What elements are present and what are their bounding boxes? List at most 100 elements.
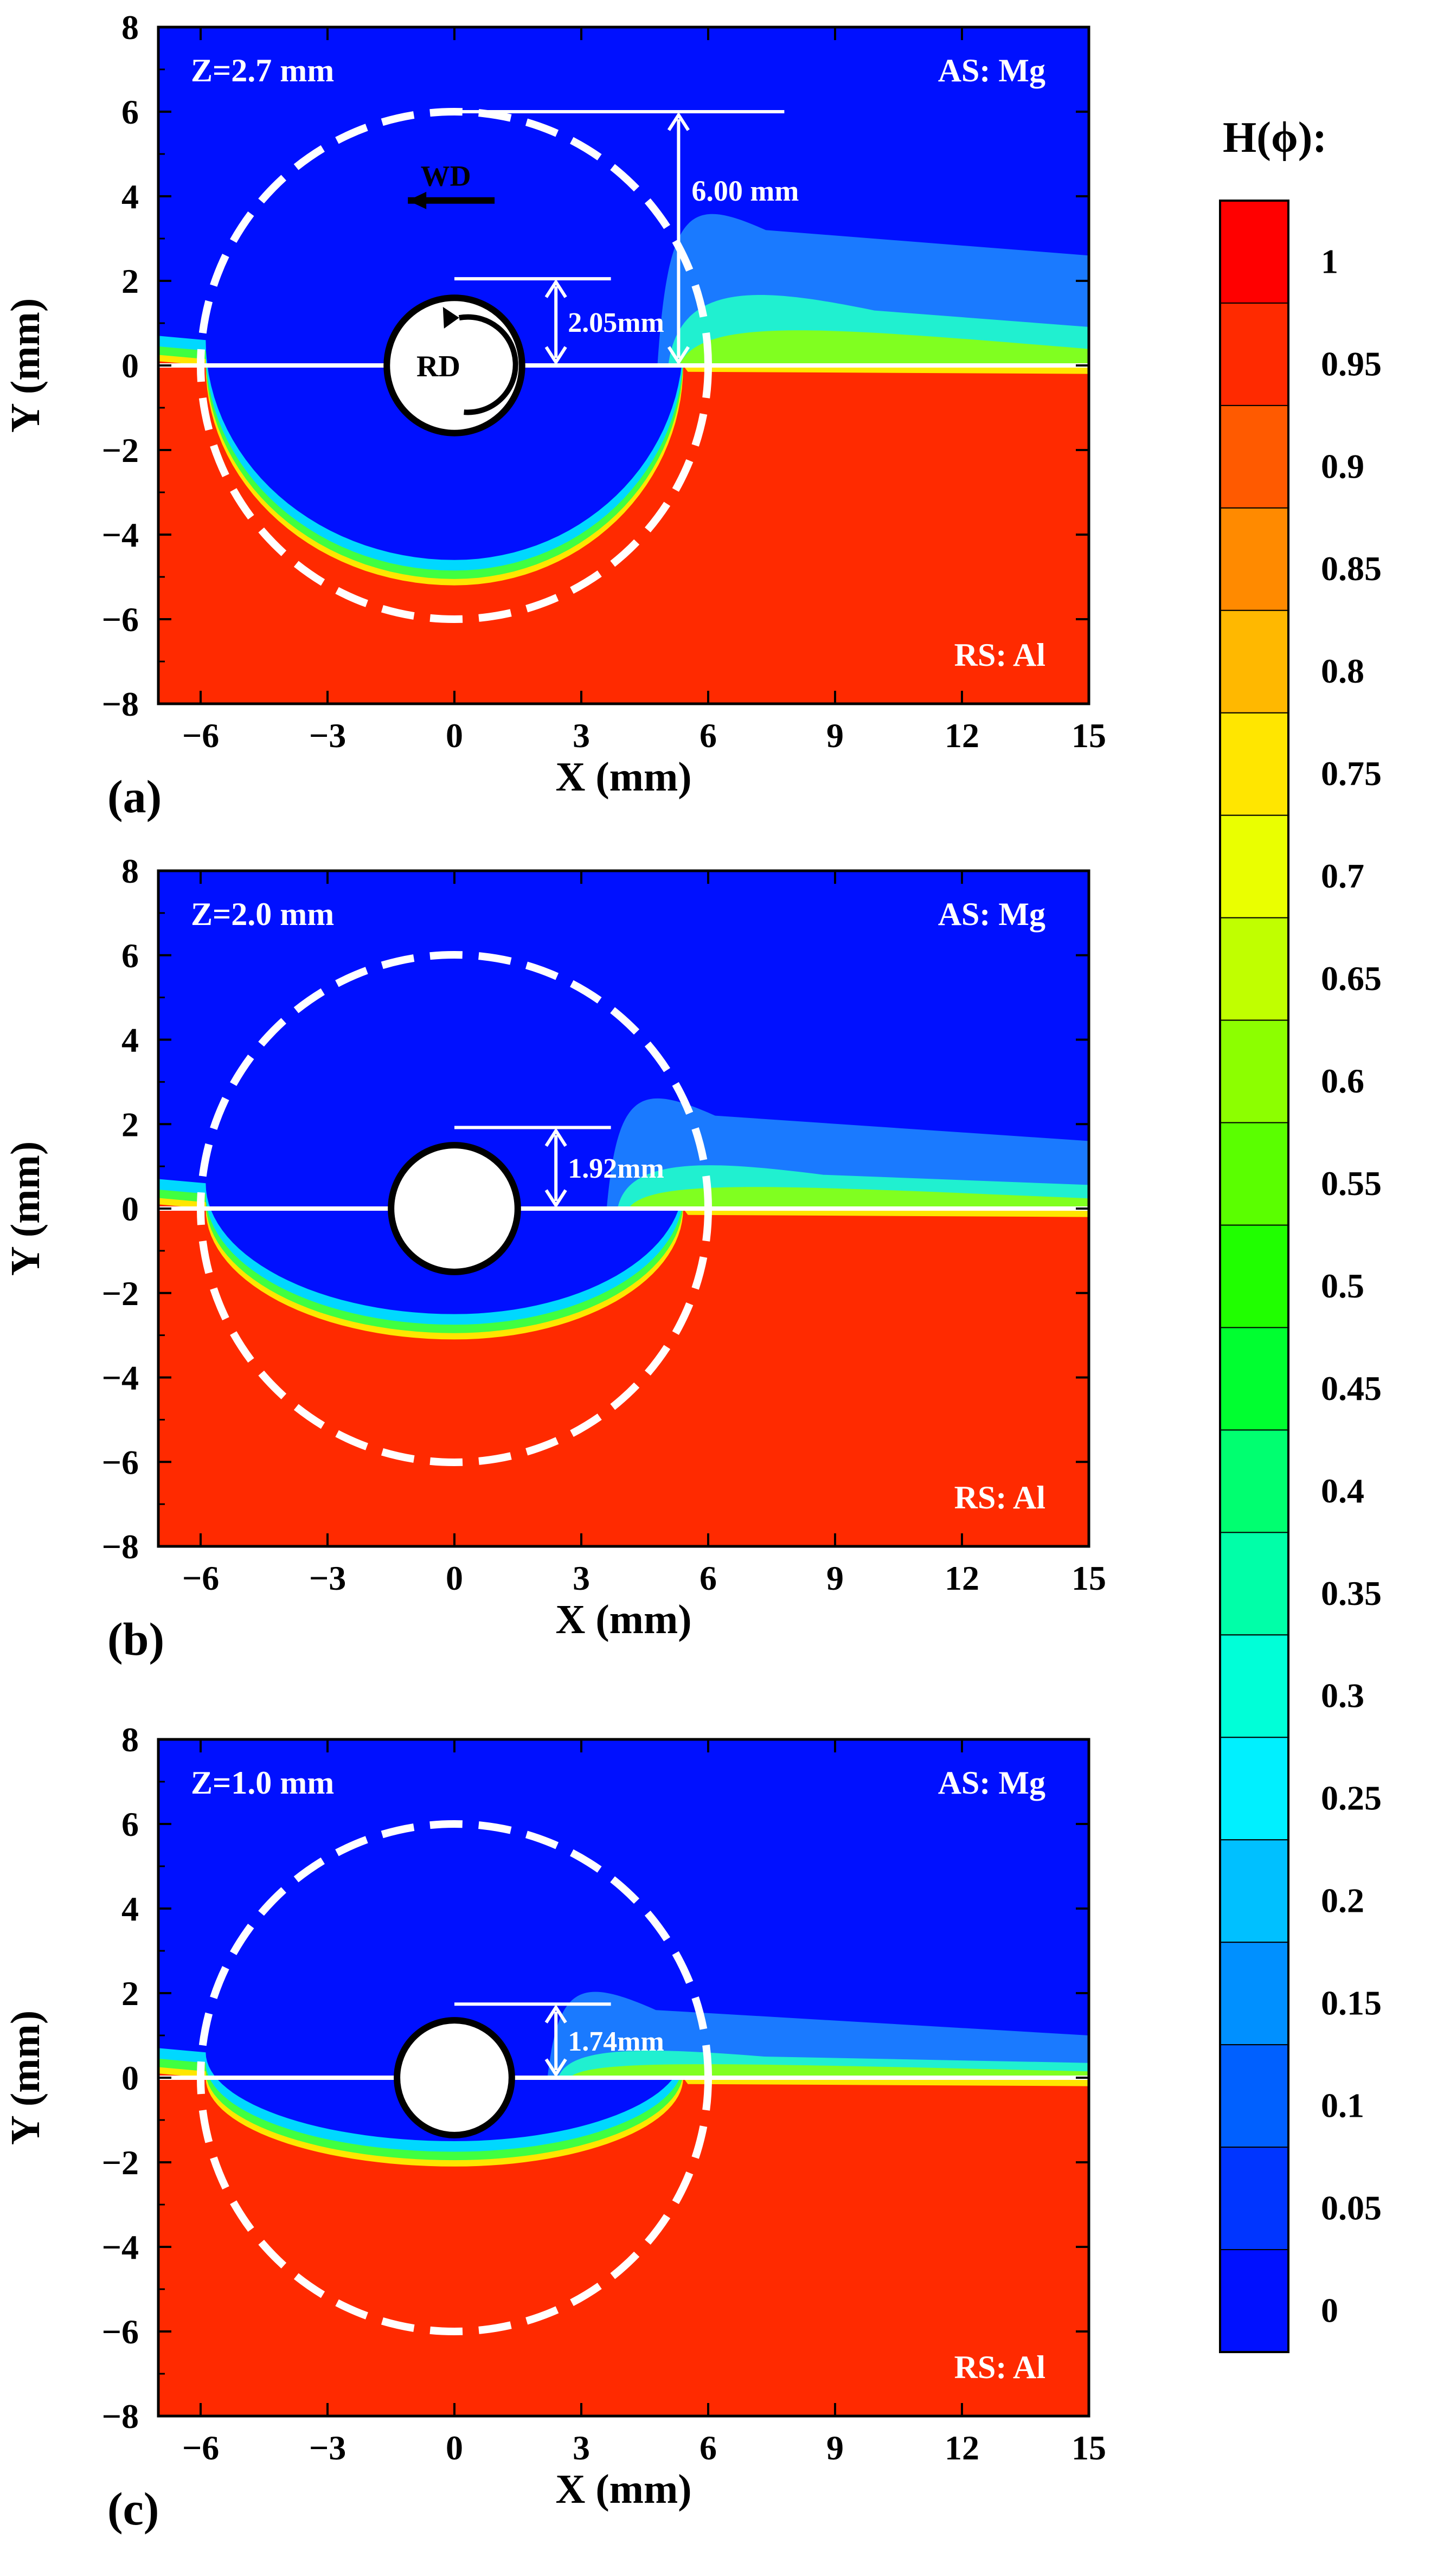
y-tick-label: −8 bbox=[102, 1527, 139, 1566]
colorbar-band bbox=[1220, 1839, 1289, 1943]
al-region bbox=[158, 2073, 1089, 2416]
y-tick-label: −6 bbox=[102, 1443, 139, 1481]
colorbar-tick-label: 0.5 bbox=[1321, 1267, 1364, 1305]
colorbar-band bbox=[1220, 2147, 1289, 2251]
x-tick-label: −6 bbox=[182, 716, 219, 755]
pin bbox=[388, 1142, 521, 1275]
pin bbox=[383, 294, 525, 436]
retreating-side-label: RS: Al bbox=[954, 2349, 1045, 2385]
rotation-arrow-head bbox=[442, 307, 459, 329]
y-tick-label: 0 bbox=[121, 2059, 139, 2097]
arrow-head-down bbox=[544, 1189, 567, 1209]
colorbar-band bbox=[1220, 1942, 1289, 2046]
panel-label: (b) bbox=[107, 1613, 164, 1665]
colorbar-band bbox=[1220, 1224, 1289, 1328]
colorbar-band bbox=[1220, 1122, 1289, 1226]
pin bbox=[394, 2017, 515, 2138]
y-tick-label: 2 bbox=[121, 1105, 139, 1144]
y-tick-label: −2 bbox=[102, 2143, 139, 2182]
colorbar-band bbox=[1220, 1019, 1289, 1123]
y-tick-label: 2 bbox=[121, 1974, 139, 2013]
pin-dimension-label: 1.92mm bbox=[568, 1153, 664, 1184]
colorbar-band bbox=[1220, 814, 1289, 918]
y-tick-label: 4 bbox=[121, 1021, 139, 1059]
colorbar-tick-label: 0.7 bbox=[1321, 857, 1364, 895]
colorbar-band bbox=[1220, 1532, 1289, 1636]
colorbar-band bbox=[1220, 609, 1289, 714]
colorbar-tick-label: 0.95 bbox=[1321, 344, 1382, 383]
x-tick-label: 6 bbox=[700, 716, 717, 755]
colorbar-band bbox=[1220, 2249, 1289, 2353]
y-axis-label: Y (mm) bbox=[3, 1141, 48, 1276]
colorbar-tick-label: 0.45 bbox=[1321, 1369, 1382, 1408]
x-tick-label: 3 bbox=[573, 2429, 590, 2467]
arrow-head-down bbox=[544, 2058, 567, 2078]
colorbar-frame bbox=[1219, 200, 1289, 2353]
colorbar-tick-label: 0.2 bbox=[1321, 1881, 1364, 1920]
colorbar-tick-label: 0.15 bbox=[1321, 1984, 1382, 2022]
colorbar-band bbox=[1220, 2044, 1289, 2148]
y-axis-label: Y (mm) bbox=[3, 2010, 48, 2145]
colorbar-tick-label: 0.55 bbox=[1321, 1164, 1382, 1203]
x-tick-label: −3 bbox=[309, 716, 346, 755]
rotation-direction-label: RD bbox=[416, 350, 460, 383]
pin-dimension-label: 2.05mm bbox=[568, 307, 664, 338]
shoulder-dimension-label: 6.00 mm bbox=[691, 175, 799, 207]
pin-dimension-label: 1.74mm bbox=[568, 2026, 664, 2057]
al-region bbox=[158, 1204, 1089, 1546]
x-tick-label: 12 bbox=[945, 1559, 979, 1597]
plot-area-1: 2.05mm 6.00 mm WD RD bbox=[158, 27, 1089, 704]
y-tick-label: 0 bbox=[121, 346, 139, 385]
advancing-side-label: AS: Mg bbox=[938, 1765, 1045, 1801]
arrow-head-left bbox=[408, 191, 427, 209]
panel-3: 1.74mm Z=1.0 mm AS: Mg RS: Al −6 −3 0 3 6 9 12 15 −8… bbox=[3, 1720, 1106, 2535]
arrow-head-up bbox=[544, 1127, 567, 1147]
y-tick-label: 6 bbox=[121, 93, 139, 131]
x-tick-label: −3 bbox=[309, 1559, 346, 1597]
colorbar-tick-label: 0.6 bbox=[1321, 1062, 1364, 1100]
y-tick-label: −4 bbox=[102, 2228, 139, 2266]
panel-label: (c) bbox=[107, 2483, 159, 2535]
x-tick-label: 12 bbox=[945, 2429, 979, 2467]
y-tick-label: −4 bbox=[102, 1359, 139, 1397]
depth-label: Z=2.7 mm bbox=[191, 53, 334, 88]
y-tick-label: 2 bbox=[121, 262, 139, 300]
y-tick-label: 0 bbox=[121, 1190, 139, 1228]
y-tick-label: 8 bbox=[121, 852, 139, 890]
x-tick-label: 3 bbox=[573, 716, 590, 755]
advancing-side-label: AS: Mg bbox=[938, 896, 1045, 932]
y-tick-label: 6 bbox=[121, 936, 139, 975]
colorbar-tick-label: 0.85 bbox=[1321, 549, 1382, 588]
colorbar-tick-label: 0.1 bbox=[1321, 2086, 1364, 2125]
x-tick-label: 0 bbox=[446, 2429, 463, 2467]
depth-label: Z=2.0 mm bbox=[191, 896, 334, 932]
depth-label: Z=1.0 mm bbox=[191, 1765, 334, 1801]
x-tick-label: 15 bbox=[1071, 1559, 1106, 1597]
colorbar-tick-label: 0 bbox=[1321, 2291, 1338, 2329]
rotation-direction-arrow bbox=[458, 314, 518, 415]
x-axis-label: X (mm) bbox=[555, 754, 691, 800]
y-tick-label: 8 bbox=[121, 8, 139, 47]
retreating-side-label: RS: Al bbox=[954, 637, 1045, 673]
mixing-plume-core bbox=[679, 330, 1089, 365]
colorbar-tick-label: 0.05 bbox=[1321, 2188, 1382, 2227]
colorbar-band bbox=[1220, 1737, 1289, 1841]
y-tick-label: −6 bbox=[102, 2312, 139, 2351]
y-tick-label: 4 bbox=[121, 1890, 139, 1928]
colorbar-band bbox=[1220, 1429, 1289, 1533]
x-axis-label: X (mm) bbox=[555, 2466, 691, 2512]
colorbar-title: H(ϕ): bbox=[1223, 114, 1327, 162]
y-tick-label: 6 bbox=[121, 1805, 139, 1843]
y-tick-label: −8 bbox=[102, 685, 139, 723]
x-tick-label: 12 bbox=[945, 716, 979, 755]
colorbar-tick-label: 0.35 bbox=[1321, 1574, 1382, 1613]
colorbar-tick-label: 0.9 bbox=[1321, 447, 1364, 485]
y-tick-label: −4 bbox=[102, 516, 139, 554]
mixing-plume-core bbox=[628, 1187, 1089, 1209]
y-tick-label: 8 bbox=[121, 1720, 139, 1759]
x-tick-label: −6 bbox=[182, 2429, 219, 2467]
y-tick-label: −8 bbox=[102, 2397, 139, 2436]
x-tick-label: 3 bbox=[573, 1559, 590, 1597]
x-tick-label: 9 bbox=[826, 1559, 844, 1597]
